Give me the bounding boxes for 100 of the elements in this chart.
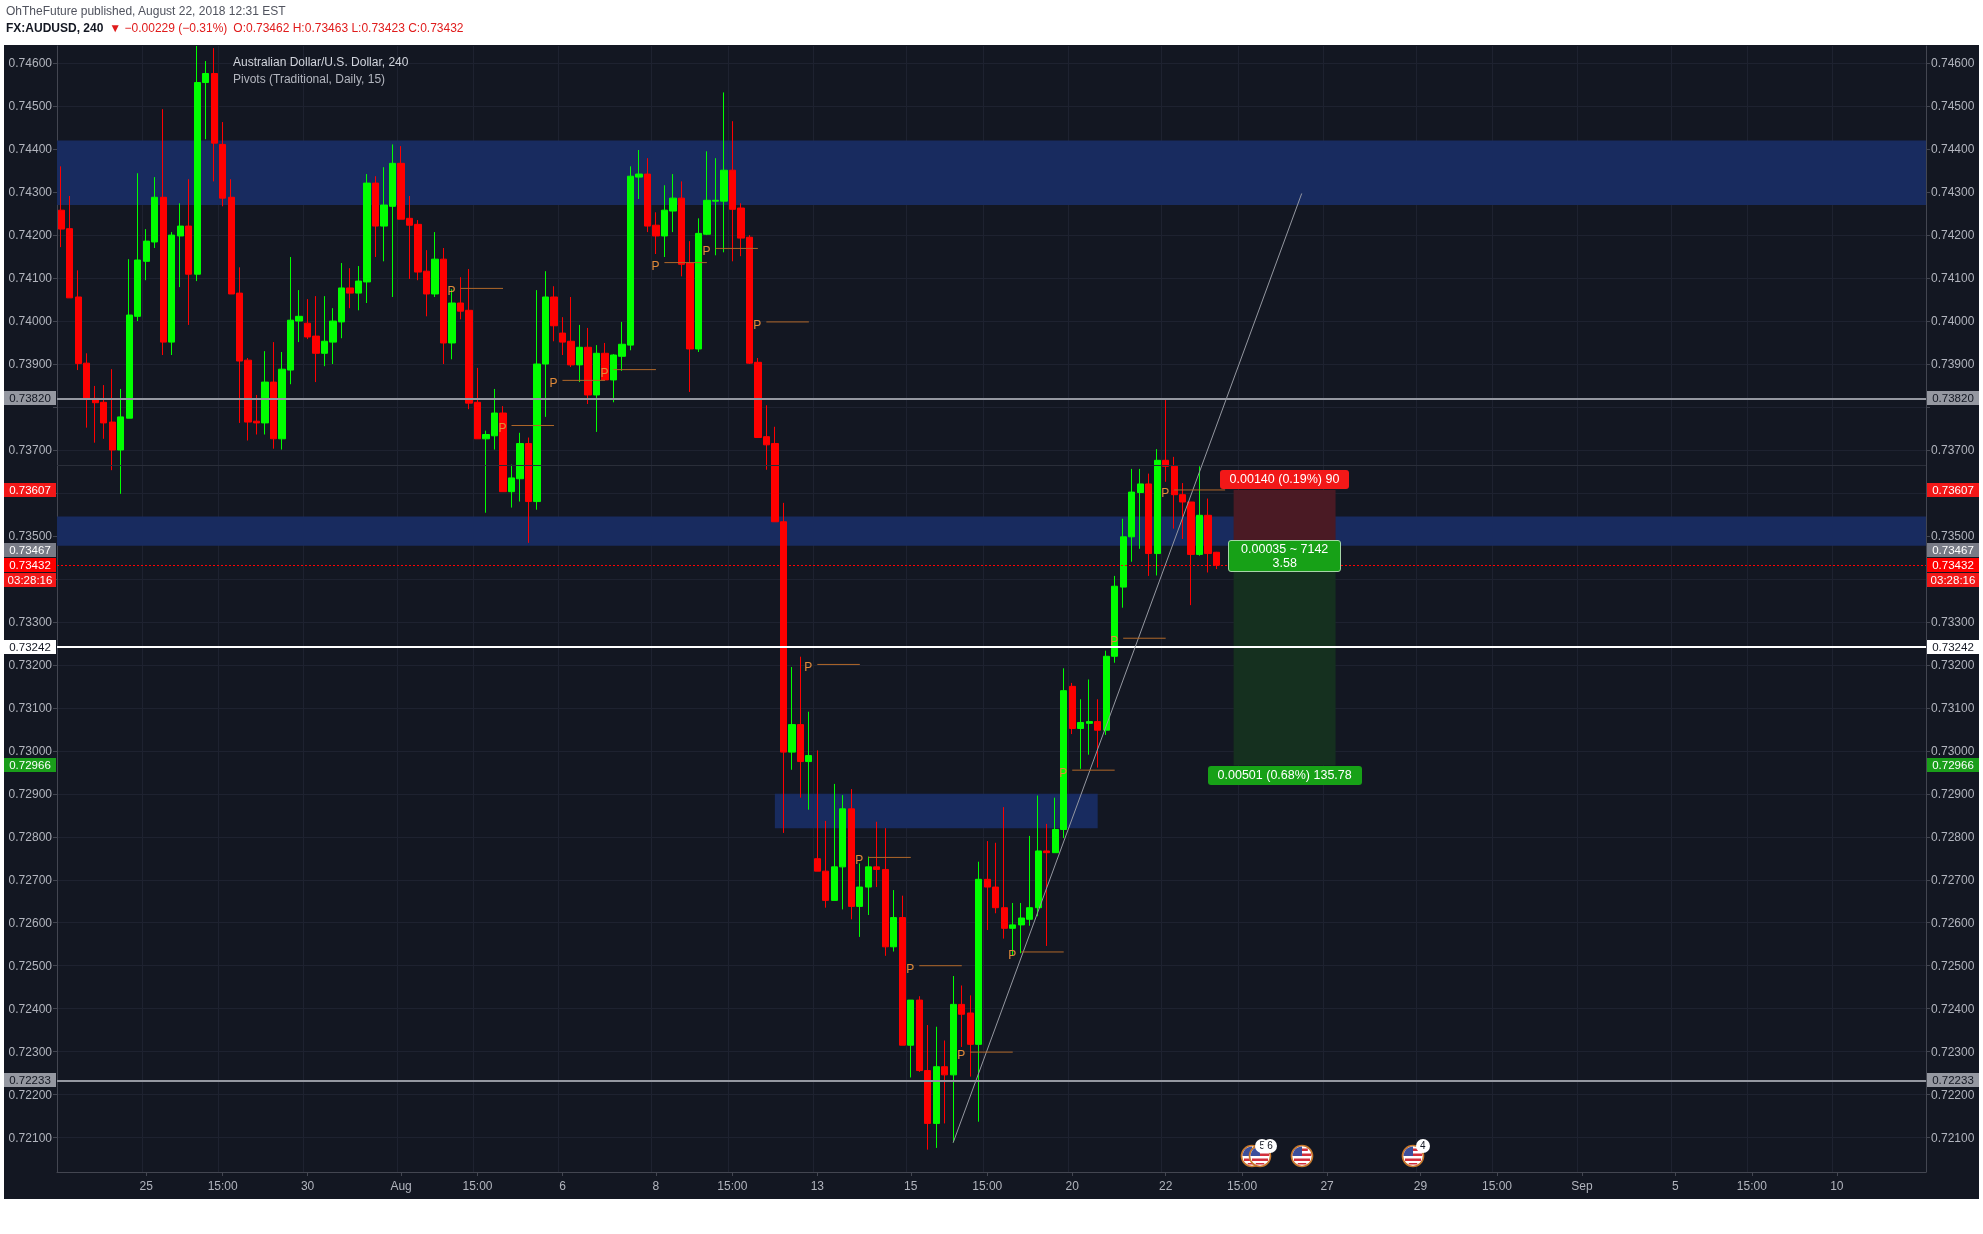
candlestick	[1137, 468, 1144, 550]
x-tick-label: 27	[1320, 1179, 1335, 1193]
y-tick-label: 0.74200	[8, 228, 53, 243]
text: P	[906, 961, 915, 976]
y-tick-label: 0.73900	[8, 357, 53, 372]
y2-tick-label: 0.72400	[1931, 1001, 1975, 1016]
text: P	[702, 244, 711, 259]
y-tick-label: 0.72500	[8, 958, 53, 973]
y2-tick-label: 0.74400	[1931, 142, 1975, 157]
y2-tick-label: 0.73200	[1931, 657, 1975, 672]
candlestick	[372, 175, 379, 258]
y-tick-label: 0.73100	[8, 700, 53, 715]
candlestick	[975, 861, 982, 1123]
x-tick-label: 6	[559, 1179, 567, 1193]
x-tick-label: 29	[1413, 1179, 1428, 1193]
y2-tick-label: 0.72600	[1931, 915, 1975, 930]
price-tag: 03:28:16	[4, 573, 56, 588]
price-tag: 0.72233	[1927, 1073, 1979, 1088]
y2-tick-label: 0.73900	[1931, 357, 1975, 372]
annotation: 0.00035 ~ 7142	[1241, 542, 1329, 557]
candlestick	[550, 285, 558, 342]
x-tick-label: 15:00	[1736, 1179, 1768, 1193]
x-tick-label: 15:00	[1481, 1179, 1513, 1193]
candlestick	[584, 327, 592, 405]
x-tick-label: 15	[904, 1179, 918, 1193]
candlestick	[848, 788, 855, 920]
y-tick-label: 0.73300	[8, 614, 53, 629]
candlestick	[882, 827, 889, 957]
text: Australian Dollar/U.S. Dollar, 240	[233, 55, 409, 69]
candlestick	[261, 350, 269, 436]
text: P	[1110, 634, 1119, 649]
x-tick-label: 15:00	[972, 1179, 1003, 1193]
y-tick-label: 0.72900	[8, 786, 53, 801]
y2-tick-label: 0.74100	[1931, 271, 1975, 286]
candlestick	[1077, 698, 1084, 770]
candlestick	[185, 178, 192, 326]
text: P	[498, 421, 507, 436]
candlestick	[525, 437, 532, 544]
y2-tick-label: 0.72100	[1931, 1130, 1975, 1145]
candlestick	[933, 1026, 940, 1149]
y-tick-label: 0.74400	[8, 142, 53, 157]
x-tick-label: 15:00	[1227, 1179, 1258, 1193]
candlestick	[168, 231, 175, 356]
y2-tick-label: 0.74000	[1931, 314, 1975, 329]
x-tick-label: 20	[1065, 1179, 1080, 1193]
y-tick-label: 0.74100	[8, 271, 53, 286]
x-tick-label: 5	[1672, 1179, 1680, 1193]
candlestick	[907, 999, 914, 1078]
text: Pivots (Traditional, Daily, 15)	[233, 72, 386, 86]
y2-tick-label: 0.73100	[1931, 700, 1975, 715]
y-tick-label: 0.74000	[8, 314, 53, 329]
x-tick-label: 15:00	[717, 1179, 748, 1193]
price-tag: 0.72233	[4, 1073, 56, 1088]
candlestick	[941, 1039, 948, 1124]
y2-tick-label: 0.74600	[1931, 56, 1975, 71]
candlestick	[1154, 448, 1161, 576]
candlestick	[576, 324, 583, 383]
text: P	[753, 317, 762, 332]
y-tick-label: 0.73000	[8, 743, 53, 758]
text: P	[549, 376, 558, 391]
y-tick-label: 0.72300	[8, 1044, 53, 1059]
x-tick-label: 10	[1830, 1179, 1844, 1193]
x-tick-label: 30	[300, 1179, 315, 1193]
candlestick	[797, 656, 804, 799]
label-box: 0.00501 (0.68%) 135.78	[1207, 766, 1362, 786]
candlestick	[1162, 397, 1169, 483]
y-tick-label: 0.73200	[8, 657, 53, 672]
candlestick	[270, 341, 277, 450]
candlestick	[1086, 678, 1093, 756]
text: O:0.73462 H:0.73463 L:0.73423 C:0.73432	[233, 21, 464, 35]
text: P	[1059, 766, 1068, 781]
candlestick	[219, 121, 226, 207]
text: P	[1161, 485, 1170, 500]
x-tick-label: 15:00	[207, 1179, 238, 1193]
price-tag: 03:28:16	[1927, 573, 1979, 588]
annotation: 3.58	[1271, 556, 1298, 571]
candlestick	[950, 975, 957, 1143]
y-tick-label: 0.72400	[8, 1001, 53, 1016]
price-tag: 0.73467	[4, 543, 56, 558]
candlestick	[856, 862, 863, 938]
y2-tick-label: 0.74300	[1931, 185, 1975, 200]
candlestick	[865, 856, 872, 916]
x-tick-label: 15:00	[462, 1179, 493, 1193]
candlestick	[431, 231, 439, 298]
price-tag: 0.73820	[1927, 391, 1979, 406]
y-tick-label: 0.72800	[8, 829, 53, 844]
candlestick	[967, 994, 974, 1078]
y2-tick-label: 0.72500	[1931, 958, 1975, 973]
text: OhTheFuture published, August 22, 2018 12:31 EST	[6, 4, 286, 18]
candlestick	[117, 388, 124, 495]
y2-tick-label: 0.72700	[1931, 872, 1975, 887]
y-tick-label: 0.74300	[8, 185, 53, 200]
candlestick	[899, 895, 906, 1046]
y2-tick-label: 0.74500	[1931, 99, 1975, 114]
candlestick	[1001, 806, 1008, 940]
price-tag: 0.73820	[4, 391, 56, 406]
y2-tick-label: 0.72800	[1931, 829, 1975, 844]
text: P	[957, 1048, 966, 1063]
candlestick	[1069, 682, 1076, 735]
y-tick-label: 0.74600	[8, 56, 53, 71]
